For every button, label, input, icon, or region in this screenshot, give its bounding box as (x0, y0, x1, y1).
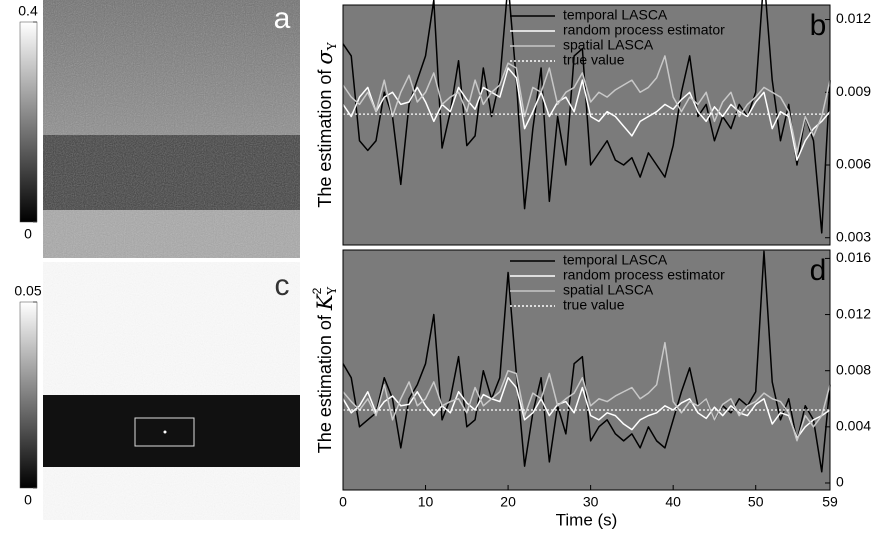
colorbar-tick-label: 0 (24, 226, 32, 242)
plot-frame (342, 4, 831, 246)
legend-label: spatial LASCA (563, 37, 654, 53)
y-tick-label: 0.008 (836, 361, 871, 377)
y-tick-label: 0.012 (836, 305, 871, 321)
y-label-text: The estimation of (315, 310, 335, 453)
y-tick-label: 0.006 (836, 156, 871, 172)
colorbar (19, 21, 38, 223)
panel-label: c (275, 269, 290, 302)
y-label-superscript: 2 (310, 287, 324, 294)
image-c (43, 262, 300, 520)
x-tick-label: 50 (748, 494, 764, 510)
y-label-text: The estimation of (315, 65, 335, 208)
legend-label: temporal LASCA (563, 7, 668, 23)
x-tick-label: 0 (339, 494, 347, 510)
series-line (342, 250, 831, 473)
image-a (43, 0, 300, 258)
series-line (342, 55, 831, 154)
x-tick-label: 30 (583, 494, 599, 510)
legend-label: temporal LASCA (563, 252, 668, 268)
x-axis-label: Time (s) (556, 510, 618, 529)
y-axis-label: The estimation of K2Y (310, 286, 338, 453)
plot-frame (342, 249, 831, 491)
panel-label: b (810, 9, 827, 42)
colorbar-tick-label: 0.05 (14, 283, 41, 299)
series-line (342, 376, 831, 439)
x-tick-label: 10 (418, 494, 434, 510)
legend-label: true value (563, 297, 625, 313)
y-label-symbol: K (313, 293, 337, 311)
y-label-symbol: σ (313, 50, 337, 65)
y-tick-label: 0.016 (836, 249, 871, 265)
y-tick-label: 0.003 (836, 228, 871, 244)
x-tick-label: 59 (822, 494, 838, 510)
y-tick-label: 0 (836, 474, 844, 490)
colorbar-tick-label: 0 (24, 492, 32, 508)
y-label-subscript: Y (325, 286, 339, 296)
legend-label: random process estimator (563, 267, 725, 283)
series-line (342, 0, 831, 234)
y-tick-label: 0.004 (836, 418, 871, 434)
plot-area (343, 250, 830, 490)
series-line (342, 341, 831, 442)
legend-label: random process estimator (563, 22, 725, 38)
image-annotations: a 0 0.4 c 0 0.05 (14, 2, 290, 508)
colorbar (19, 301, 38, 489)
panel-label: a (274, 2, 291, 35)
y-label-subscript: Y (325, 41, 339, 51)
legend-label: true value (563, 52, 625, 68)
colorbar-tick-label: 0.4 (18, 3, 38, 19)
y-tick-label: 0.009 (836, 83, 871, 99)
legend-label: spatial LASCA (563, 282, 654, 298)
y-tick-label: 0.012 (836, 10, 871, 26)
y-axis-label: The estimation of σY (313, 41, 339, 207)
x-tick-label: 40 (665, 494, 681, 510)
plot-area (343, 5, 830, 245)
x-tick-label: 20 (500, 494, 516, 510)
panel-label: d (810, 254, 827, 287)
